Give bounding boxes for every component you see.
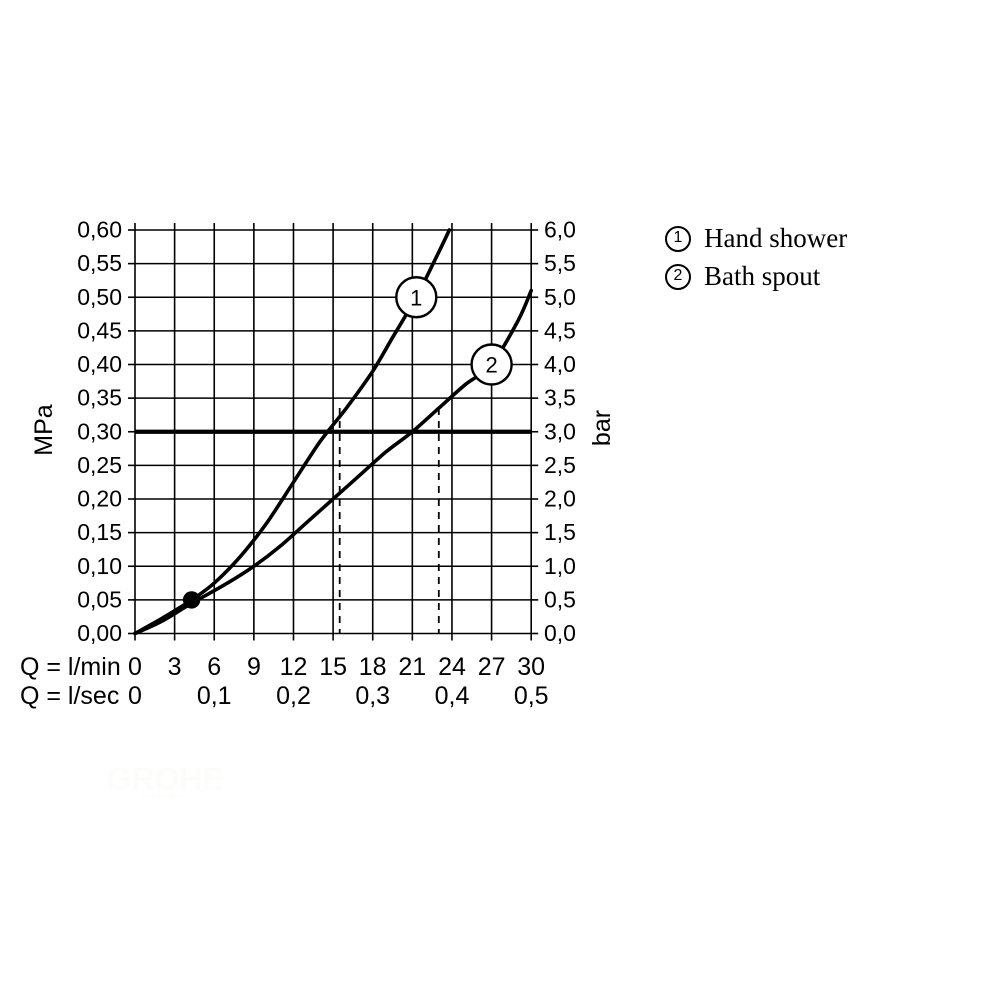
- svg-text:3: 3: [168, 653, 182, 681]
- svg-text:0,15: 0,15: [77, 519, 122, 545]
- svg-text:1,0: 1,0: [544, 553, 576, 579]
- svg-text:Q = l/sec: Q = l/sec: [20, 682, 119, 710]
- svg-text:0,25: 0,25: [77, 452, 122, 478]
- svg-text:MPa: MPa: [30, 404, 58, 456]
- svg-text:2: 2: [485, 353, 497, 378]
- svg-text:0,0: 0,0: [544, 620, 576, 646]
- svg-text:5,5: 5,5: [544, 250, 576, 276]
- svg-text:1,5: 1,5: [544, 519, 576, 545]
- svg-text:0: 0: [128, 682, 142, 710]
- svg-text:bar: bar: [588, 410, 616, 446]
- svg-text:0,4: 0,4: [435, 682, 470, 710]
- svg-text:9: 9: [247, 653, 261, 681]
- svg-text:24: 24: [438, 653, 466, 681]
- svg-text:27: 27: [478, 653, 506, 681]
- svg-text:GROHE: GROHE: [106, 761, 223, 797]
- svg-text:0,2: 0,2: [276, 682, 311, 710]
- svg-text:6: 6: [207, 653, 221, 681]
- svg-text:15: 15: [319, 653, 347, 681]
- svg-text:0,30: 0,30: [77, 418, 122, 444]
- svg-text:0,55: 0,55: [77, 250, 122, 276]
- svg-text:0,5: 0,5: [514, 682, 549, 710]
- svg-text:1: 1: [410, 285, 422, 310]
- svg-text:4,0: 4,0: [544, 351, 576, 377]
- svg-text:0,60: 0,60: [77, 217, 122, 243]
- svg-text:21: 21: [398, 653, 426, 681]
- svg-text:2,5: 2,5: [544, 452, 576, 478]
- svg-text:5,0: 5,0: [544, 284, 576, 310]
- svg-text:0,20: 0,20: [77, 486, 122, 512]
- svg-text:3,0: 3,0: [544, 418, 576, 444]
- svg-text:4,5: 4,5: [544, 317, 576, 343]
- svg-text:18: 18: [359, 653, 387, 681]
- svg-text:0,35: 0,35: [77, 385, 122, 411]
- svg-text:30: 30: [517, 653, 545, 681]
- svg-text:0,45: 0,45: [77, 317, 122, 343]
- svg-text:Q = l/min: Q = l/min: [20, 653, 121, 681]
- svg-text:0,1: 0,1: [197, 682, 232, 710]
- svg-text:6,0: 6,0: [544, 217, 576, 243]
- svg-text:2,0: 2,0: [544, 486, 576, 512]
- svg-text:0,05: 0,05: [77, 586, 122, 612]
- svg-text:0,5: 0,5: [544, 586, 576, 612]
- svg-text:3,5: 3,5: [544, 385, 576, 411]
- svg-text:0: 0: [128, 653, 142, 681]
- svg-text:12: 12: [280, 653, 308, 681]
- svg-text:0,00: 0,00: [77, 620, 122, 646]
- svg-text:0,3: 0,3: [355, 682, 390, 710]
- svg-text:0,50: 0,50: [77, 284, 122, 310]
- svg-text:www.grohe.com: www.grohe.com: [139, 793, 190, 800]
- svg-text:0,40: 0,40: [77, 351, 122, 377]
- svg-text:0,10: 0,10: [77, 553, 122, 579]
